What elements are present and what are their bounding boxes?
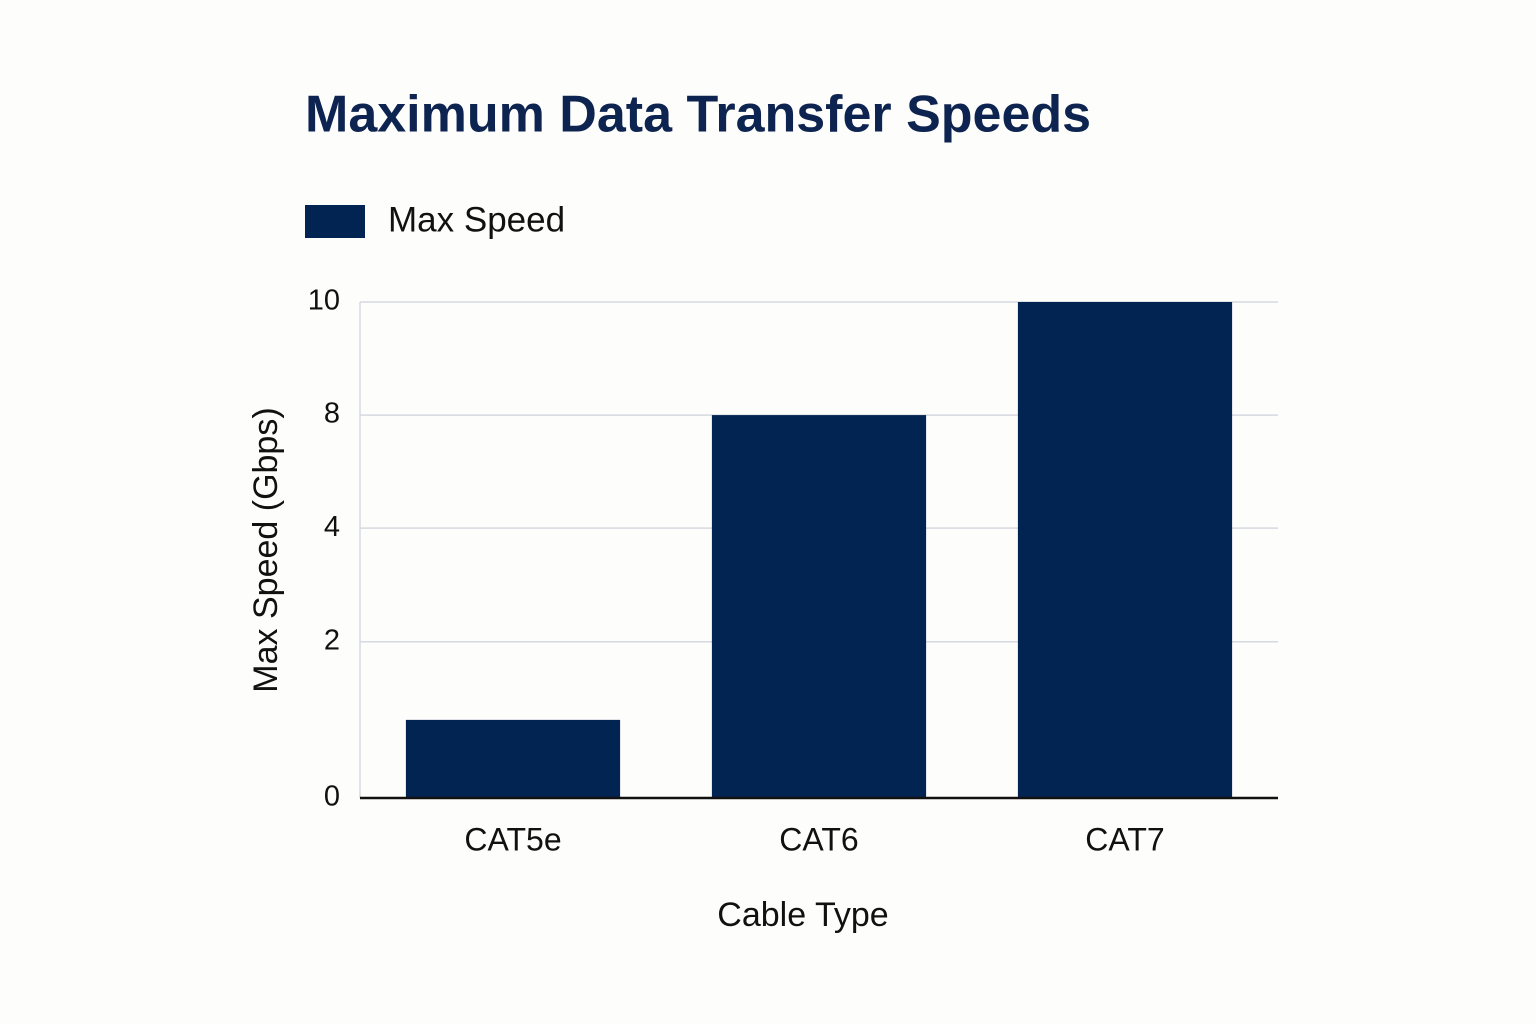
- legend-label: Max Speed: [388, 200, 565, 239]
- y-axis-title: Max Speed (Gbps): [247, 407, 285, 692]
- y-tick-label: 10: [308, 285, 340, 317]
- chart-title: Maximum Data Transfer Speeds: [305, 86, 1091, 144]
- x-tick-label: CAT7: [1085, 821, 1164, 857]
- bar: [1017, 302, 1233, 798]
- legend-swatch: [305, 205, 365, 238]
- x-tick-label: CAT6: [779, 821, 858, 857]
- bar: [711, 415, 927, 798]
- x-tick-label: CAT5e: [464, 821, 561, 857]
- x-axis-title: Cable Type: [717, 896, 888, 934]
- bar: [405, 719, 621, 798]
- y-tick-label: 2: [324, 624, 340, 656]
- y-tick-label: 8: [324, 398, 340, 430]
- y-tick-label: 4: [324, 511, 340, 543]
- y-tick-label: 0: [324, 781, 340, 813]
